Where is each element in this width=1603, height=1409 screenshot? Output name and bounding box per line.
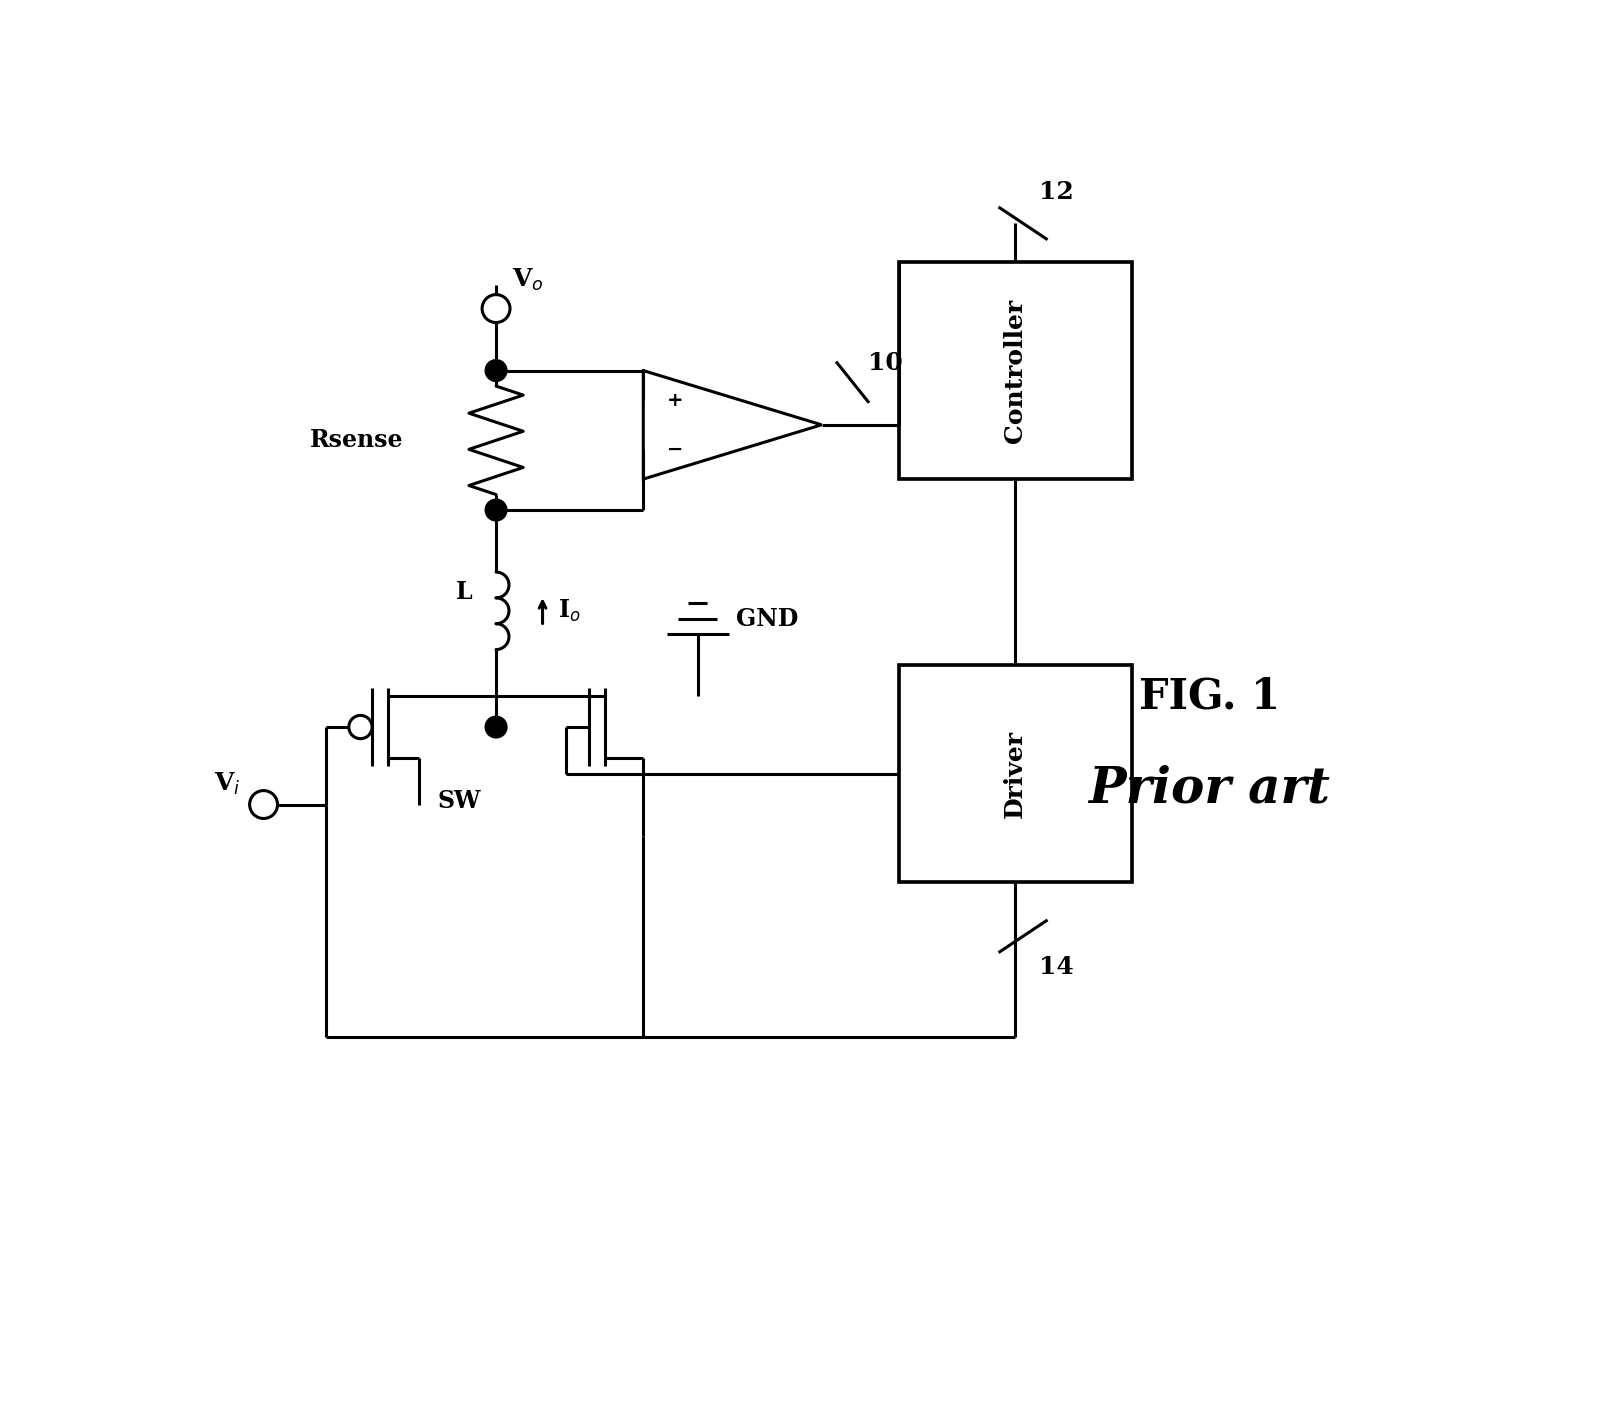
Bar bbox=[899, 262, 1132, 479]
Text: V$_i$: V$_i$ bbox=[213, 771, 240, 796]
Bar bbox=[899, 665, 1132, 882]
Circle shape bbox=[483, 294, 510, 323]
Text: Driver: Driver bbox=[1003, 730, 1028, 817]
Text: SW: SW bbox=[438, 789, 481, 813]
Text: −: − bbox=[667, 440, 683, 459]
Text: Prior art: Prior art bbox=[1088, 765, 1330, 813]
Circle shape bbox=[486, 499, 507, 521]
Text: 12: 12 bbox=[1039, 180, 1074, 204]
Circle shape bbox=[486, 716, 507, 738]
Circle shape bbox=[250, 790, 277, 819]
Text: +: + bbox=[667, 390, 683, 410]
Text: GND: GND bbox=[736, 606, 798, 631]
Text: Controller: Controller bbox=[1003, 299, 1028, 442]
Text: 10: 10 bbox=[869, 351, 902, 375]
Text: Rsense: Rsense bbox=[309, 428, 404, 452]
Text: I$_o$: I$_o$ bbox=[558, 597, 580, 624]
Text: FIG. 1: FIG. 1 bbox=[1138, 675, 1279, 717]
Text: 14: 14 bbox=[1039, 955, 1074, 979]
Circle shape bbox=[486, 359, 507, 382]
Text: L: L bbox=[457, 581, 473, 604]
Circle shape bbox=[349, 716, 372, 738]
Text: V$_o$: V$_o$ bbox=[511, 266, 543, 293]
